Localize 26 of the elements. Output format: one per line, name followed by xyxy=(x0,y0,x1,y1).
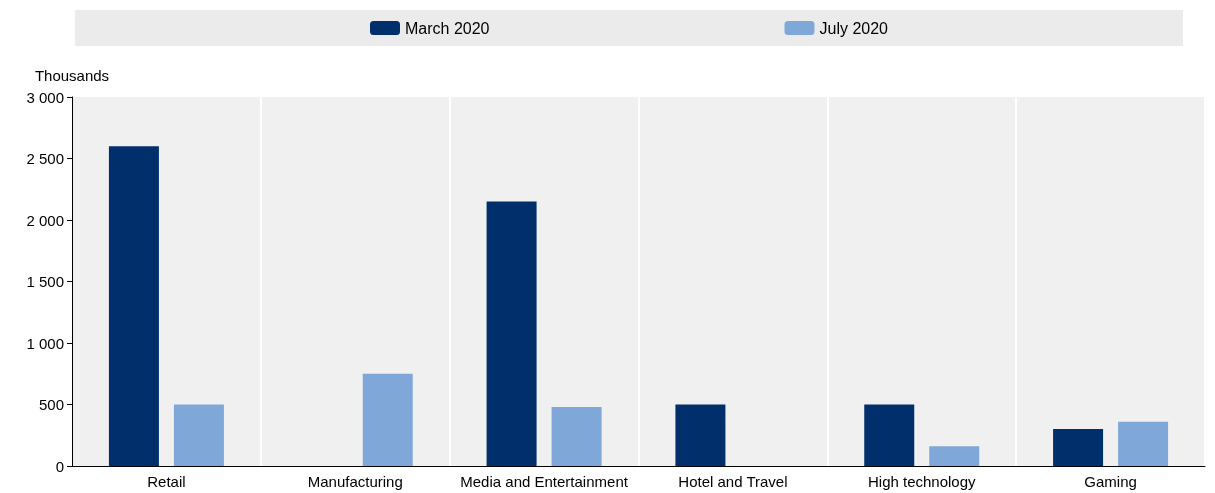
y-tick-label: 1 000 xyxy=(26,334,64,352)
x-tick-label: Gaming xyxy=(1084,473,1137,490)
bar xyxy=(108,146,159,466)
bar xyxy=(362,373,413,466)
y-tick-label: 1 500 xyxy=(26,273,64,290)
bar xyxy=(486,201,537,466)
bar xyxy=(675,404,726,466)
x-tick-label: High technology xyxy=(867,473,977,490)
bar xyxy=(1053,429,1104,466)
bar xyxy=(929,446,980,466)
x-tick-label: Retail xyxy=(147,473,186,490)
bar xyxy=(864,404,915,466)
y-tick-label: 500 xyxy=(38,396,64,413)
y-tick-label: 3 000 xyxy=(26,88,64,106)
y-tick-label: 2 000 xyxy=(26,211,64,229)
y-tick-label: 2 500 xyxy=(26,150,64,167)
bar xyxy=(173,404,224,466)
x-tick-label: Hotel and Travel xyxy=(678,473,788,490)
x-tick-label: Manufacturing xyxy=(307,473,403,490)
bar xyxy=(1118,421,1169,466)
legend-label: July 2020 xyxy=(819,19,889,37)
y-axis-title: Thousands xyxy=(34,67,110,84)
legend-label: March 2020 xyxy=(405,19,490,37)
y-tick-label: 0 xyxy=(55,457,64,475)
x-tick-label: Media and Entertainment xyxy=(460,473,629,490)
bar xyxy=(551,406,602,466)
